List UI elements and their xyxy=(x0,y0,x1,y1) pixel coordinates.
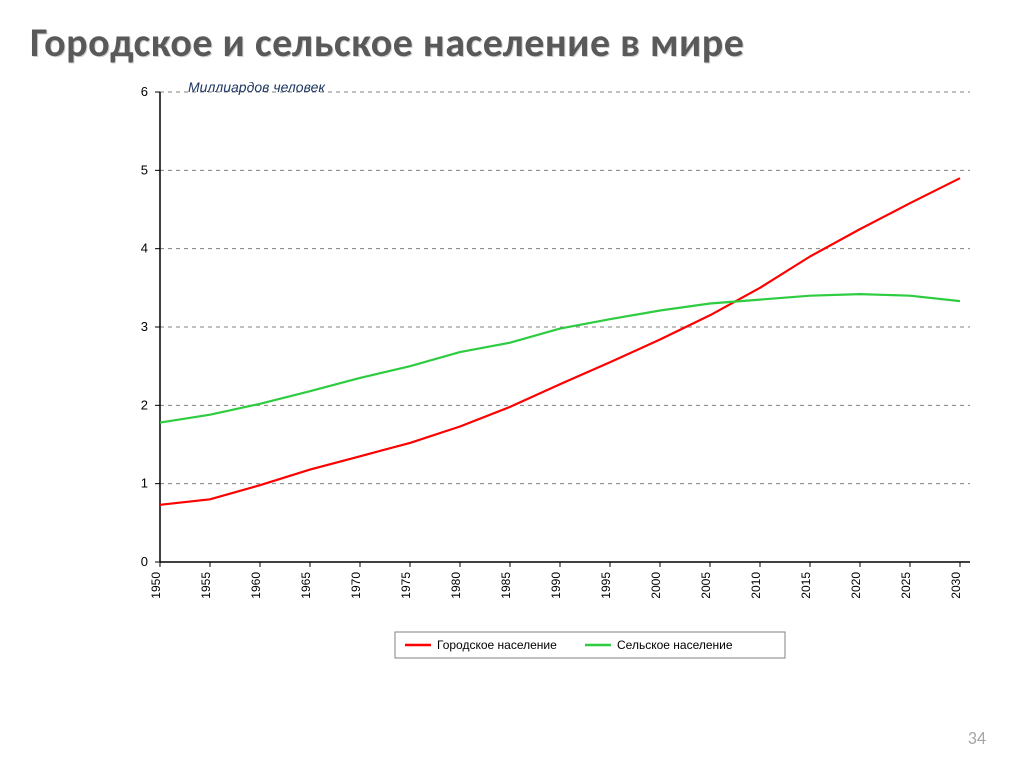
svg-text:2005: 2005 xyxy=(699,572,713,599)
slide: Городское и сельское население в мире 01… xyxy=(0,0,1024,767)
svg-text:Сельское население: Сельское население xyxy=(617,638,733,652)
svg-text:4: 4 xyxy=(141,241,148,256)
svg-text:1950: 1950 xyxy=(149,572,163,599)
svg-text:2015: 2015 xyxy=(799,572,813,599)
svg-text:1995: 1995 xyxy=(599,572,613,599)
page-title: Городское и сельское население в мире xyxy=(30,18,744,67)
svg-text:1975: 1975 xyxy=(399,572,413,599)
svg-text:Миллиардов человек: Миллиардов человек xyxy=(188,82,326,95)
svg-text:1980: 1980 xyxy=(449,572,463,599)
svg-text:Городское население: Городское население xyxy=(437,638,557,652)
svg-text:1960: 1960 xyxy=(249,572,263,599)
svg-text:2030: 2030 xyxy=(949,572,963,599)
svg-text:3: 3 xyxy=(141,319,148,334)
svg-text:6: 6 xyxy=(141,84,148,99)
svg-text:2025: 2025 xyxy=(899,572,913,599)
svg-text:1985: 1985 xyxy=(499,572,513,599)
svg-text:2010: 2010 xyxy=(749,572,763,599)
svg-text:1970: 1970 xyxy=(349,572,363,599)
population-chart: 0 1 2 3 4 5 6 1950 1955 1960 1965 1970 1975 1980 1985 1… xyxy=(50,82,980,682)
svg-text:1: 1 xyxy=(141,476,148,491)
svg-text:1990: 1990 xyxy=(549,572,563,599)
svg-text:1965: 1965 xyxy=(299,572,313,599)
page-number: 34 xyxy=(968,727,986,749)
svg-text:0: 0 xyxy=(141,554,148,569)
svg-text:1955: 1955 xyxy=(199,572,213,599)
svg-text:2020: 2020 xyxy=(849,572,863,599)
svg-text:2: 2 xyxy=(141,397,148,412)
svg-text:2000: 2000 xyxy=(649,572,663,599)
chart-svg: 0 1 2 3 4 5 6 1950 1955 1960 1965 1970 1975 1980 1985 1… xyxy=(50,82,980,682)
svg-text:5: 5 xyxy=(141,162,148,177)
